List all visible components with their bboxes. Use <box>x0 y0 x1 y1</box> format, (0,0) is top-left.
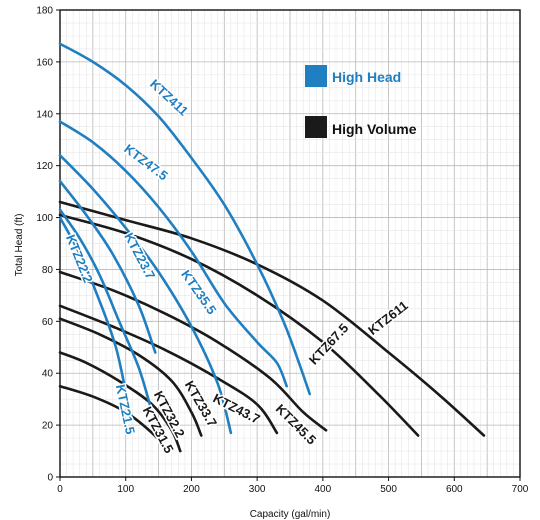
x-tick-label: 600 <box>446 484 463 495</box>
y-tick-label: 60 <box>42 317 54 328</box>
x-tick-label: 300 <box>249 484 266 495</box>
y-tick-label: 20 <box>42 421 54 432</box>
curve-label-ktz47-5: KTZ47.5 <box>121 141 170 183</box>
y-tick-label: 120 <box>36 161 53 172</box>
curve-ktz35-5 <box>58 154 233 435</box>
legend-swatch-high-volume <box>305 116 327 138</box>
x-tick-label: 200 <box>183 484 200 495</box>
x-tick-label: 700 <box>512 484 529 495</box>
curve-label-ktz45-5: KTZ45.5 <box>273 401 319 447</box>
curve-label-ktz611: KTZ611 <box>365 298 411 338</box>
y-tick-label: 160 <box>36 57 53 68</box>
y-tick-label: 100 <box>36 213 53 224</box>
curve-ktz411 <box>58 42 311 396</box>
curve-label-ktz35-5: KTZ35.5 <box>178 267 219 317</box>
curve-ktz67-5 <box>58 213 420 437</box>
plot-frame <box>59 9 521 478</box>
pump-curves <box>58 42 486 453</box>
x-tick-label: 0 <box>57 484 63 495</box>
y-tick-label: 80 <box>42 265 54 276</box>
curve-ktz33-7 <box>58 317 203 437</box>
y-axis-label: Total Head (ft) <box>14 214 25 277</box>
legend-label-high-head: High Head <box>332 69 401 85</box>
legend: High Head High Volume <box>305 65 417 138</box>
curve-ktz31-5 <box>58 384 170 453</box>
curve-ktz23-7 <box>58 179 157 354</box>
curve-ktz45-5 <box>58 270 328 432</box>
y-tick-label: 0 <box>47 473 53 484</box>
legend-swatch-high-head <box>305 65 327 87</box>
curve-ktz21-5 <box>58 216 134 422</box>
legend-label-high-volume: High Volume <box>332 121 417 137</box>
curve-ktz611 <box>58 200 486 437</box>
curve-ktz32-2 <box>58 351 182 453</box>
y-tick-label: 180 <box>36 6 53 17</box>
x-tick-label: 100 <box>117 484 134 495</box>
axis-ticks: 0 100 200 300 400 500 600 700 0 20 40 60 80 100 120 140… <box>36 6 528 496</box>
curve-ktz47-5 <box>58 120 288 388</box>
curve-ktz22-2 <box>58 208 154 414</box>
x-axis-label: Capacity (gal/min) <box>250 509 331 520</box>
plot-border <box>59 9 521 478</box>
x-tick-label: 400 <box>315 484 332 495</box>
y-tick-label: 140 <box>36 109 53 120</box>
y-tick-label: 40 <box>42 369 54 380</box>
x-tick-label: 500 <box>380 484 397 495</box>
